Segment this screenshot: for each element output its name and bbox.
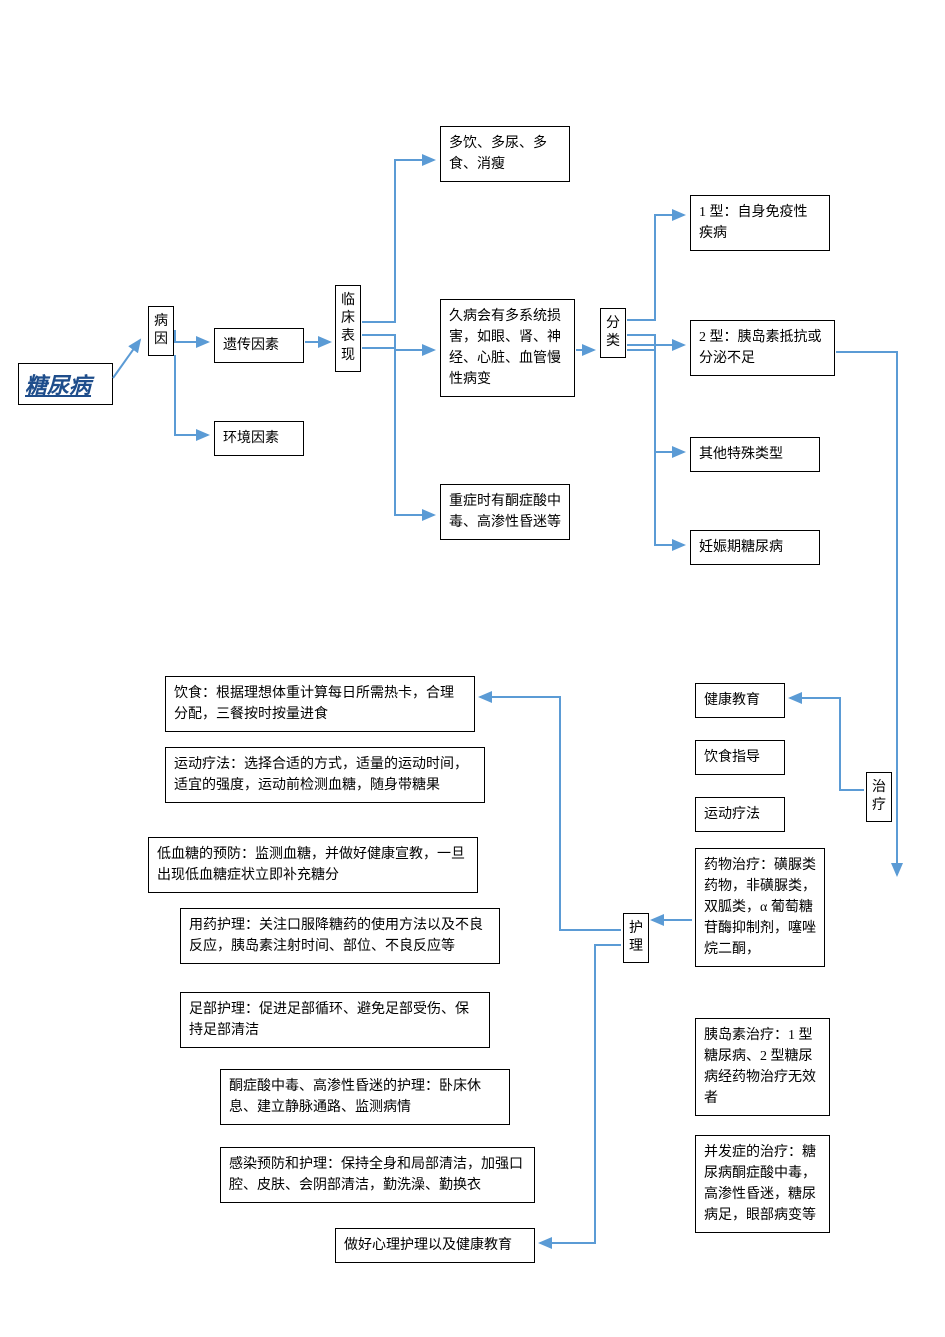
nursing-item-7: 做好心理护理以及健康教育 [335,1228,535,1263]
nursing-item-5: 酮症酸中毒、高渗性昏迷的护理：卧床休息、建立静脉通路、监测病情 [220,1069,510,1125]
treatment-item-4: 胰岛素治疗：1 型糖尿病、2 型糖尿病经药物治疗无效者 [695,1018,830,1116]
types-item-3: 妊娠期糖尿病 [690,530,820,565]
clinical-label: 临床表现 [335,285,361,372]
nursing-item-6: 感染预防和护理：保持全身和局部清洁，加强口腔、皮肤、会阴部清洁，勤洗澡、勤换衣 [220,1147,535,1203]
clinical-item-0: 多饮、多尿、多食、消瘦 [440,126,570,182]
nursing-item-0: 饮食：根据理想体重计算每日所需热卡，合理分配，三餐按时按量进食 [165,676,475,732]
cause-item-1: 环境因素 [214,421,304,456]
treatment-item-3: 药物治疗：磺脲类药物，非磺脲类，双胍类，α 葡萄糖苷酶抑制剂，噻唑烷二酮， [695,848,825,967]
types-item-0: 1 型：自身免疫性疾病 [690,195,830,251]
treatment-item-5: 并发症的治疗：糖尿病酮症酸中毒，高渗性昏迷，糖尿病足，眼部病变等 [695,1135,830,1233]
types-item-2: 其他特殊类型 [690,437,820,472]
treatment-item-0: 健康教育 [695,683,785,718]
nursing-item-2: 低血糖的预防：监测血糖，并做好健康宣教，一旦出现低血糖症状立即补充糖分 [148,837,478,893]
cause-label: 病因 [148,306,174,356]
nursing-item-4: 足部护理：促进足部循环、避免足部受伤、保持足部清洁 [180,992,490,1048]
root-node: 糖尿病 [18,363,113,405]
treatment-item-1: 饮食指导 [695,740,785,775]
clinical-item-1: 久病会有多系统损害，如眼、肾、神经、心脏、血管慢性病变 [440,299,575,397]
nursing-item-1: 运动疗法：选择合适的方式，适量的运动时间，适宜的强度，运动前检测血糖，随身带糖果 [165,747,485,803]
types-label: 分类 [600,308,626,358]
types-item-1: 2 型：胰岛素抵抗或分泌不足 [690,320,835,376]
clinical-item-2: 重症时有酮症酸中毒、高渗性昏迷等 [440,484,570,540]
nursing-item-3: 用药护理：关注口服降糖药的使用方法以及不良反应，胰岛素注射时间、部位、不良反应等 [180,908,500,964]
treatment-item-2: 运动疗法 [695,797,785,832]
treatment-label: 治疗 [866,772,892,822]
nursing-label: 护理 [623,913,649,963]
cause-item-0: 遗传因素 [214,328,304,363]
